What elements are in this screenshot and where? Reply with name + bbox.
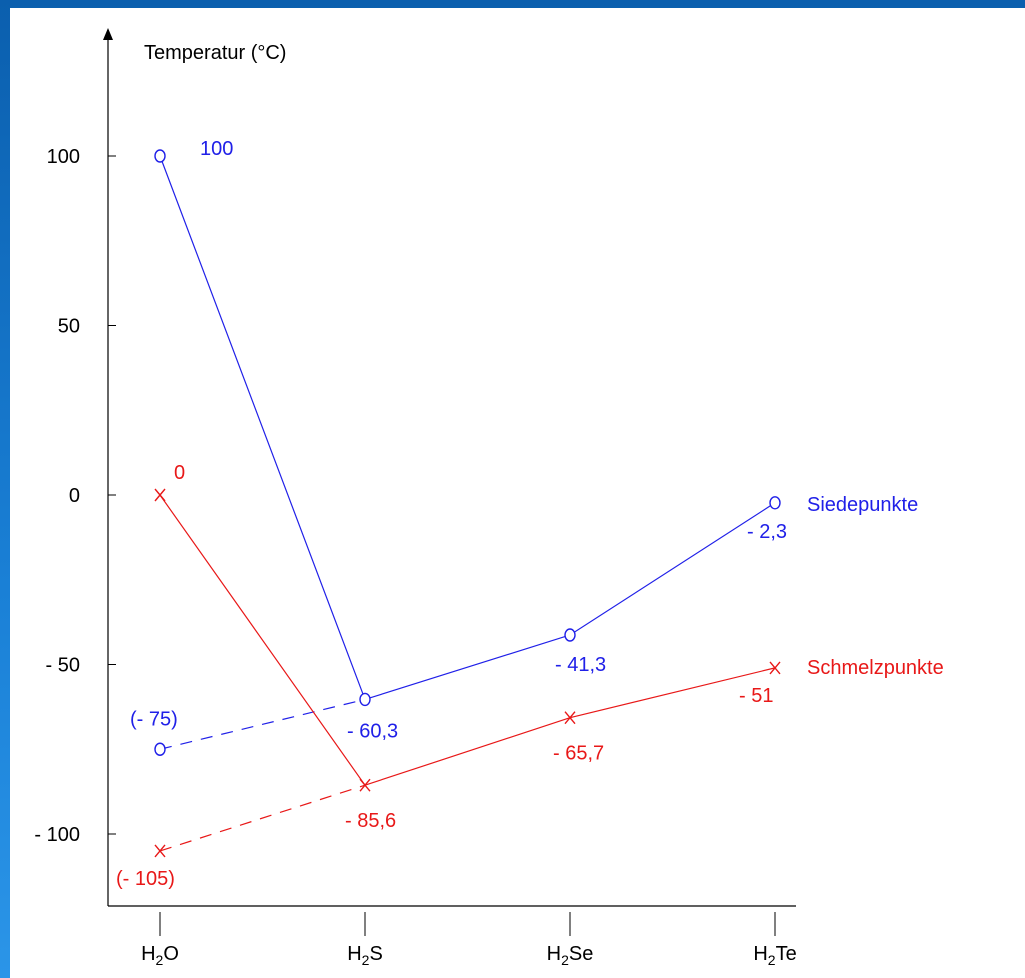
data-value-label: - 41,3 <box>555 654 606 676</box>
data-point-marker <box>359 778 371 792</box>
series-name-label: Siedepunkte <box>807 494 918 516</box>
data-value-label: - 2,3 <box>747 521 787 543</box>
data-point-marker <box>769 661 781 675</box>
extrapolated-point-marker <box>154 742 166 756</box>
extrapolated-dashed-line <box>159 698 366 750</box>
data-value-label: 100 <box>200 138 233 160</box>
y-tick-label: 100 <box>47 146 80 168</box>
x-category-label: H2S <box>347 943 383 968</box>
data-value-label: - 85,6 <box>345 810 396 832</box>
series-line <box>159 155 776 701</box>
boiling-melting-point-chart: Temperatur (°C) 100 50 0 - 50 - 100 H2O H2S H2Se… <box>34 28 944 968</box>
chart-panel: Temperatur (°C) 100 50 0 - 50 - 100 H2O H2S H2Se… <box>10 8 1025 978</box>
extrapolated-value-label: (- 105) <box>116 868 175 890</box>
series-line <box>159 494 776 786</box>
data-value-label: - 60,3 <box>347 720 398 742</box>
y-tick-label: 50 <box>58 316 80 338</box>
y-tick-label: - 50 <box>46 655 80 677</box>
y-tick-label: - 100 <box>34 824 80 846</box>
y-axis-label: Temperatur (°C) <box>144 42 286 64</box>
data-point-marker <box>359 692 371 707</box>
x-category-label: H2Te <box>753 943 796 968</box>
marker-stroke <box>359 778 371 792</box>
data-value-label: - 65,7 <box>553 743 604 765</box>
data-value-label: 0 <box>174 462 185 484</box>
data-value-label: - 51 <box>739 685 773 707</box>
data-point-marker <box>154 149 166 163</box>
data-point-marker <box>769 496 781 510</box>
data-point-marker <box>154 488 166 502</box>
extrapolated-value-label: (- 75) <box>130 708 178 730</box>
marker-stroke <box>564 711 576 725</box>
x-category-label: H2Se <box>547 943 594 968</box>
extrapolated-dashed-line <box>159 784 366 852</box>
marker-stroke <box>154 844 166 858</box>
marker-stroke <box>154 488 166 502</box>
data-point-marker <box>564 711 576 725</box>
y-tick-label: 0 <box>69 485 80 507</box>
x-category-label: H2O <box>141 943 179 968</box>
extrapolated-point-marker <box>154 844 166 858</box>
series-name-label: Schmelzpunkte <box>807 657 944 679</box>
marker-stroke <box>769 661 781 675</box>
y-axis-arrow-icon <box>103 28 113 40</box>
data-point-marker <box>564 628 576 642</box>
